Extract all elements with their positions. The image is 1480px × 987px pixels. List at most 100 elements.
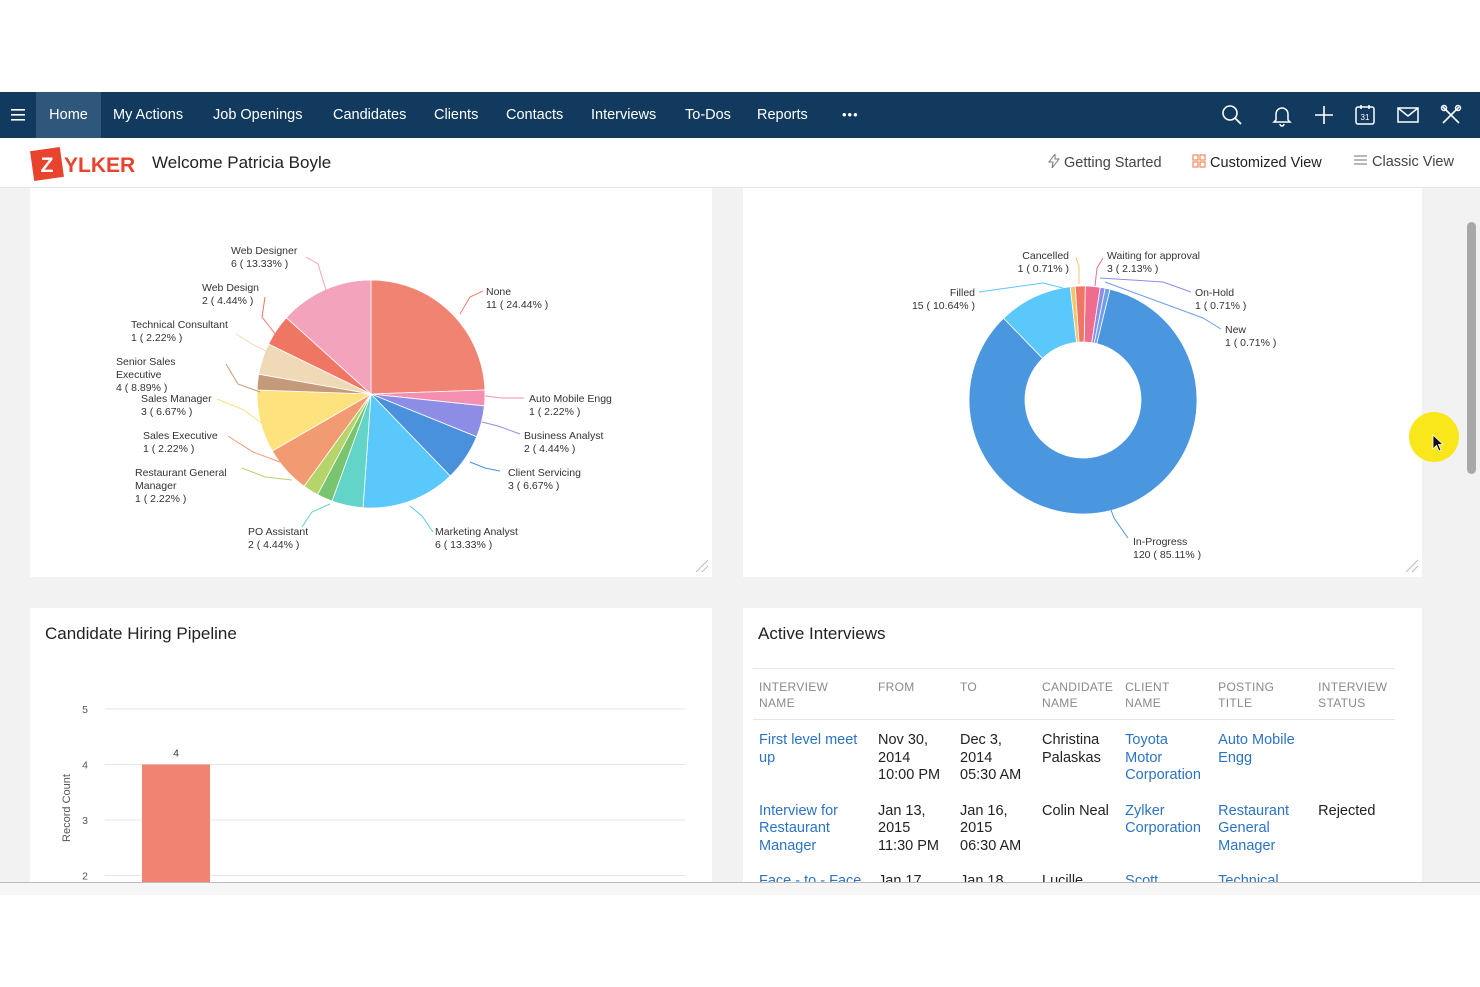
nav-tab-to-dos[interactable]: To-Dos xyxy=(685,107,731,123)
interview-name-link[interactable]: First level meet up xyxy=(759,732,858,766)
list-icon xyxy=(1353,154,1368,170)
column-header-to[interactable]: TO xyxy=(954,668,1036,720)
pie-leader-line xyxy=(261,296,277,336)
nav-tab-contacts[interactable]: Contacts xyxy=(506,107,564,123)
calendar-day-label: 31 xyxy=(1361,113,1370,122)
grid-icon xyxy=(1192,154,1206,172)
pie-slice-label: Marketing Analyst 6 ( 13.33% ) xyxy=(435,526,518,551)
svg-text:YLKER: YLKER xyxy=(64,154,135,177)
nav-tab-interviews[interactable]: Interviews xyxy=(591,107,657,123)
nav-tab-home[interactable]: Home xyxy=(36,92,101,138)
bell-icon[interactable] xyxy=(1270,103,1294,127)
pie-slice-label: Auto Mobile Engg 1 ( 2.22% ) xyxy=(529,393,612,418)
y-tick-label: 5 xyxy=(82,704,88,716)
pie-slice-marketing-analyst[interactable] xyxy=(362,393,451,509)
nav-tab-my-actions[interactable]: My Actions xyxy=(113,107,184,123)
getting-started-link[interactable]: Getting Started xyxy=(1048,152,1162,172)
job-status-donut-chart: Cancelled 1 ( 0.71% ) Waiting for approval… xyxy=(912,250,1419,573)
status-cell xyxy=(1312,720,1395,791)
mail-icon[interactable] xyxy=(1396,103,1420,127)
customized-view-label: Customized View xyxy=(1210,155,1322,171)
bolt-icon xyxy=(1048,152,1061,172)
from-cell: Jan 13, 2015 11:30 PM xyxy=(878,802,939,854)
top-navigation-bar: Home My Actions Job Openings Candidates … xyxy=(0,92,1480,138)
pie-slice-label: Client Servicing 3 ( 6.67% ) xyxy=(508,467,581,492)
pipeline-bar-chart: 2 3 4 5 4 Record Count xyxy=(61,704,685,896)
job-openings-pie-card: Web Designer 6 ( 13.33% ) Web Design 2 ( 4.… xyxy=(30,188,712,577)
pie-leader-line xyxy=(216,398,264,425)
y-tick-label: 3 xyxy=(82,815,88,827)
pie-leader-line xyxy=(409,505,434,533)
donut-slice-label: Filled 15 ( 10.64% ) xyxy=(912,287,975,312)
tools-icon[interactable] xyxy=(1439,103,1463,127)
column-header-client-name[interactable]: CLIENT NAME xyxy=(1119,668,1213,720)
menu-icon[interactable] xyxy=(0,92,36,138)
column-header-candidate-name[interactable]: CANDIDATE NAME xyxy=(1036,668,1120,720)
to-cell: Dec 3, 2014 05:30 AM xyxy=(960,732,1022,783)
welcome-message: Welcome Patricia Boyle xyxy=(152,153,332,172)
column-header-interview-name[interactable]: INTERVIEW NAME xyxy=(753,668,872,720)
donut-leader-line xyxy=(1094,257,1104,287)
active-interviews-table: INTERVIEW NAME FROM TO CANDIDATE NAME CLI… xyxy=(753,668,1395,895)
pie-slice-label: Sales Executive 1 ( 2.22% ) xyxy=(143,430,218,455)
search-icon[interactable] xyxy=(1220,103,1244,127)
resize-handle-icon[interactable] xyxy=(695,559,709,573)
client-link[interactable]: Zylker Corporation xyxy=(1125,802,1201,837)
client-link[interactable]: Toyota Motor Corporation xyxy=(1125,732,1201,783)
donut-slice-label: New 1 ( 0.71% ) xyxy=(1225,324,1276,349)
pie-leader-line xyxy=(459,290,484,315)
donut-slice-label: On-Hold 1 ( 0.71% ) xyxy=(1195,287,1246,312)
y-tick-label: 2 xyxy=(82,871,88,883)
welcome-header: Z YLKER Welcome Patricia Boyle Getting S… xyxy=(0,138,1480,188)
plus-icon[interactable] xyxy=(1312,103,1336,127)
donut-slice-label: In-Progress 120 ( 85.11% ) xyxy=(1133,536,1201,561)
pie-leader-line xyxy=(469,461,501,472)
from-cell: Nov 30, 2014 10:00 PM xyxy=(878,732,941,783)
job-openings-pie-chart: Web Designer 6 ( 13.33% ) Web Design 2 ( 4.… xyxy=(116,245,709,573)
to-cell: Jan 16, 2015 06:30 AM xyxy=(960,802,1022,854)
nav-tab-job-openings[interactable]: Job Openings xyxy=(213,107,303,123)
pipeline-bar[interactable] xyxy=(142,764,210,896)
candidate-cell: Colin Neal xyxy=(1042,802,1109,819)
y-tick-label: 4 xyxy=(82,760,88,772)
job-status-donut-card: Cancelled 1 ( 0.71% ) Waiting for approval… xyxy=(743,188,1422,577)
pie-leader-line xyxy=(305,256,327,291)
nav-tab-clients[interactable]: Clients xyxy=(434,107,479,123)
pie-leader-line xyxy=(225,363,261,393)
donut-slice-slice[interactable] xyxy=(1074,285,1086,343)
posting-title-link[interactable]: Restaurant General Manager xyxy=(1218,802,1290,854)
column-header-posting-title[interactable]: POSTING TITLE xyxy=(1212,668,1313,720)
classic-view-link[interactable]: Classic View xyxy=(1353,154,1454,170)
donut-leader-line xyxy=(1104,281,1222,330)
posting-title-link[interactable]: Auto Mobile Engg xyxy=(1218,732,1295,766)
pie-slice-label: Web Designer 6 ( 13.33% ) xyxy=(231,245,298,270)
candidate-cell: Christina Palaskas xyxy=(1042,732,1101,766)
more-tabs-button[interactable]: ••• xyxy=(842,107,859,122)
nav-tab-candidates[interactable]: Candidates xyxy=(333,107,407,123)
pie-slice-none[interactable] xyxy=(370,279,486,395)
table-row: First level meet up Nov 30, 2014 10:00 P… xyxy=(753,720,1395,791)
svg-text:Z: Z xyxy=(41,154,54,177)
donut-slice-label: Waiting for approval 3 ( 2.13% ) xyxy=(1107,250,1200,275)
interview-name-link[interactable]: Interview for Restaurant Manager xyxy=(759,802,838,854)
pie-slice-web-designer[interactable] xyxy=(285,279,372,395)
column-header-interview-status[interactable]: INTERVIEW STATUS xyxy=(1312,668,1395,720)
donut-leader-line xyxy=(1075,257,1080,284)
calendar-icon[interactable]: 31 xyxy=(1353,103,1377,127)
nav-tab-reports[interactable]: Reports xyxy=(757,107,808,123)
candidate-hiring-pipeline-card: Candidate Hiring Pipeline 2 3 4 5 4 Record … xyxy=(30,608,712,895)
app-window: Home My Actions Job Openings Candidates … xyxy=(0,92,1480,895)
pie-slice-label: Technical Consultant 1 ( 2.22% ) xyxy=(131,319,228,344)
page-scrollbar[interactable] xyxy=(1467,222,1476,474)
column-header-from[interactable]: FROM xyxy=(872,668,954,720)
active-interviews-card: Active Interviews INTERVIEW NAME FROM TO… xyxy=(743,608,1422,895)
resize-handle-icon[interactable] xyxy=(1405,559,1419,573)
pie-slice-label: Senior Sales Executive 4 ( 8.89% ) xyxy=(116,356,176,394)
pie-slice-label: Web Design 2 ( 4.44% ) xyxy=(202,282,259,307)
mouse-pointer-icon xyxy=(1432,434,1445,452)
status-cell: Rejected xyxy=(1318,802,1376,819)
donut-slice-in-progress[interactable] xyxy=(968,288,1198,515)
bar-value-label: 4 xyxy=(173,748,179,760)
bottom-toolbar xyxy=(0,882,1480,895)
customized-view-link[interactable]: Customized View xyxy=(1192,154,1322,172)
